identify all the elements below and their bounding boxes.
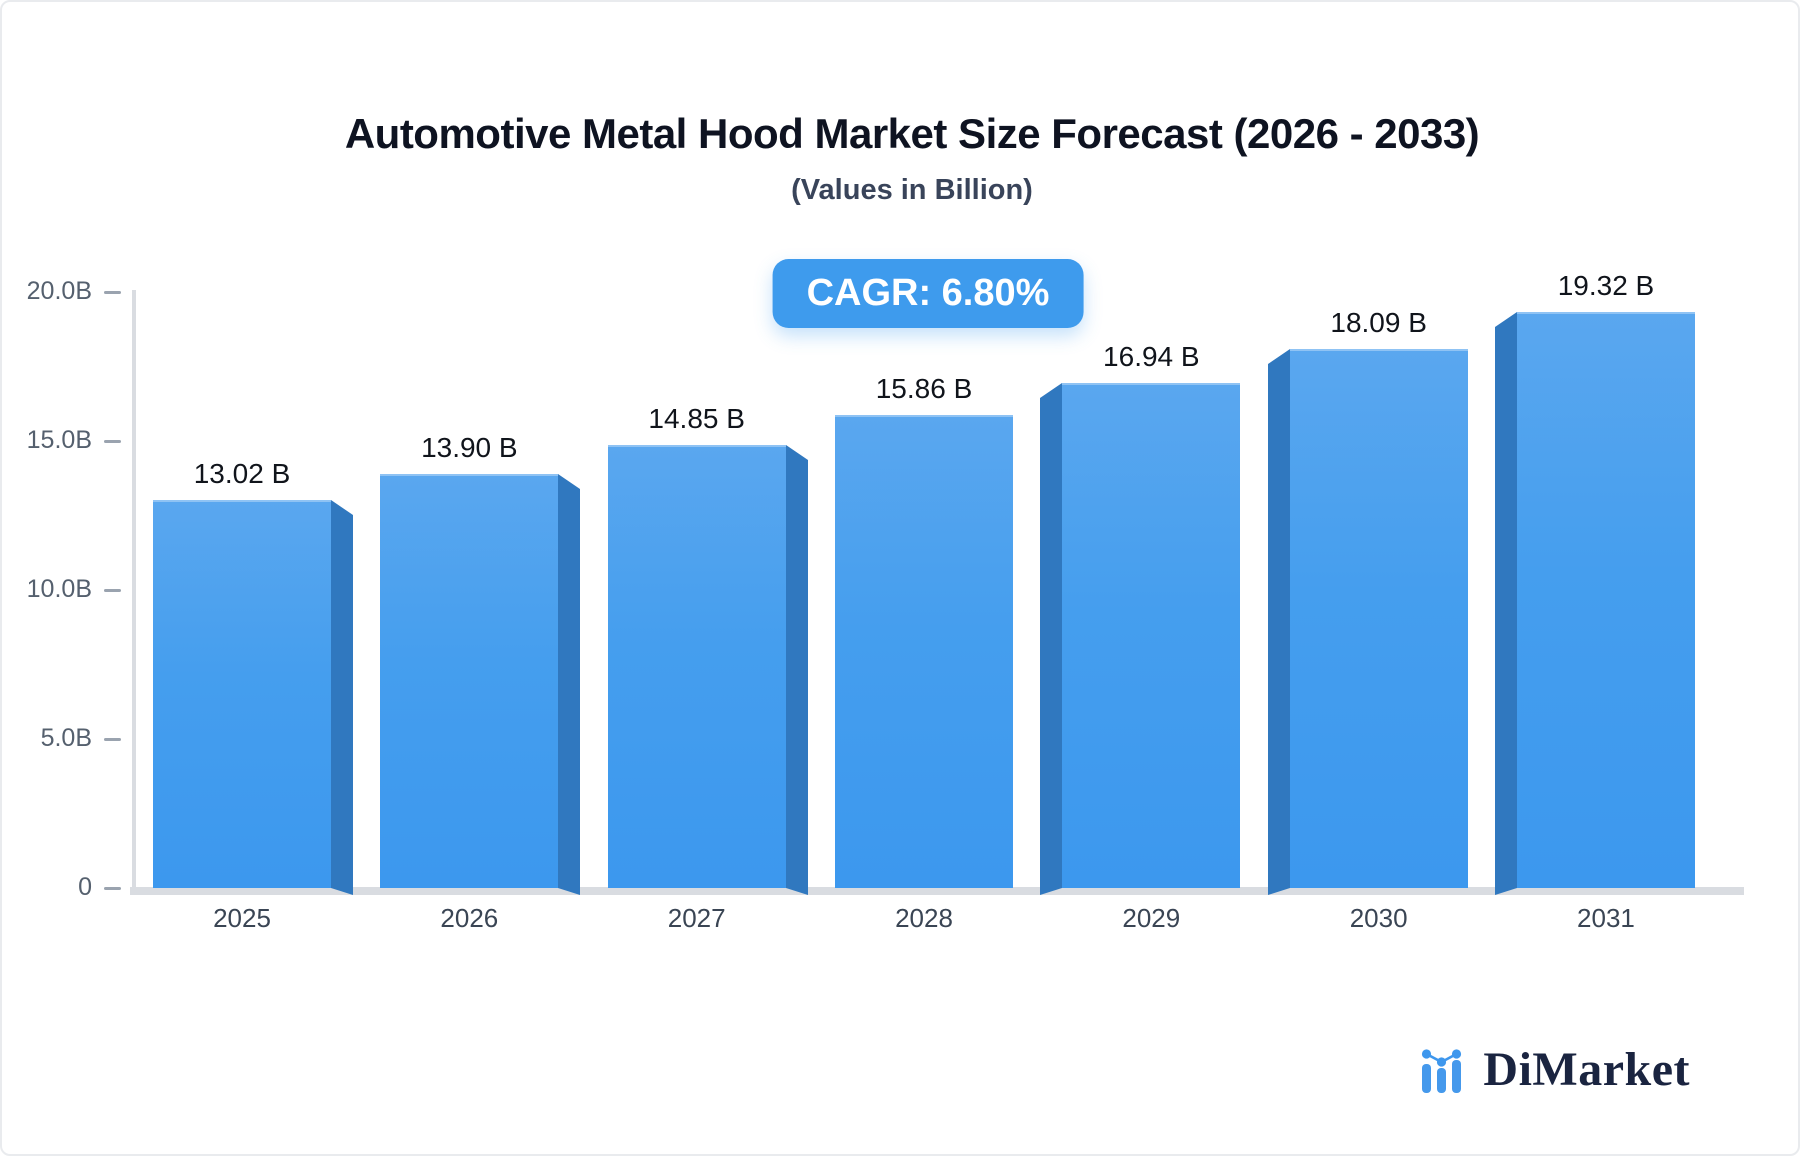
bar-3d-side xyxy=(1268,349,1290,895)
y-axis-tick-label: 20.0B xyxy=(26,277,92,305)
cagr-badge: CAGR: 6.80% xyxy=(772,259,1084,328)
y-axis-tick-mark xyxy=(104,887,121,890)
y-axis-tick-label: 10.0B xyxy=(26,575,92,603)
x-axis-baseline xyxy=(130,887,1744,895)
bar-value-label: 13.02 B xyxy=(193,458,291,489)
bar-2028 xyxy=(835,415,1013,888)
x-axis-category-label: 2030 xyxy=(1349,903,1408,933)
bar-value-label: 14.85 B xyxy=(648,403,745,434)
x-axis-category-label: 2028 xyxy=(895,903,953,933)
y-axis-line xyxy=(132,290,136,895)
y-axis-tick-label: 5.0B xyxy=(40,724,92,752)
bar-value-label: 19.32 B xyxy=(1557,270,1655,301)
x-axis-category-label: 2025 xyxy=(213,903,271,933)
bar-2025 xyxy=(153,500,331,888)
chart-title: Automotive Metal Hood Market Size Foreca… xyxy=(344,110,1480,157)
bar-value-label: 18.09 B xyxy=(1330,307,1427,338)
bar-3d-side xyxy=(1040,383,1062,895)
y-axis-tick-mark xyxy=(104,738,121,741)
bar-3d-side xyxy=(786,445,808,895)
brand-name: DiMarket xyxy=(1483,1043,1690,1096)
bar-value-label: 13.90 B xyxy=(421,432,518,463)
bar-value-label: 15.86 B xyxy=(875,373,973,404)
brand-logo: DiMarket xyxy=(1419,1042,1690,1097)
y-axis-tick-mark xyxy=(104,440,121,443)
y-axis-tick-mark xyxy=(104,589,121,592)
x-axis-category-label: 2026 xyxy=(440,903,499,933)
x-axis-category-label: 2027 xyxy=(667,903,726,933)
bar-2031 xyxy=(1517,312,1695,888)
bar-2027 xyxy=(608,445,786,888)
brand-chart-icon xyxy=(1422,1048,1462,1093)
x-axis-category-label: 2029 xyxy=(1122,903,1181,933)
y-axis-tick-label: 0 xyxy=(78,873,92,901)
y-axis-tick-mark xyxy=(104,291,121,294)
bar-3d-side xyxy=(331,500,353,895)
bar-3d-side xyxy=(1495,312,1517,895)
y-axis-tick-label: 15.0B xyxy=(26,426,92,454)
bar-2030 xyxy=(1290,349,1468,888)
bar-2026 xyxy=(380,474,558,888)
chart-subtitle: (Values in Billion) xyxy=(791,174,1033,206)
bar-3d-side xyxy=(558,474,580,895)
bar-value-label: 16.94 B xyxy=(1103,341,1200,372)
bar-2029 xyxy=(1062,383,1240,888)
x-axis-category-label: 2031 xyxy=(1577,903,1635,933)
